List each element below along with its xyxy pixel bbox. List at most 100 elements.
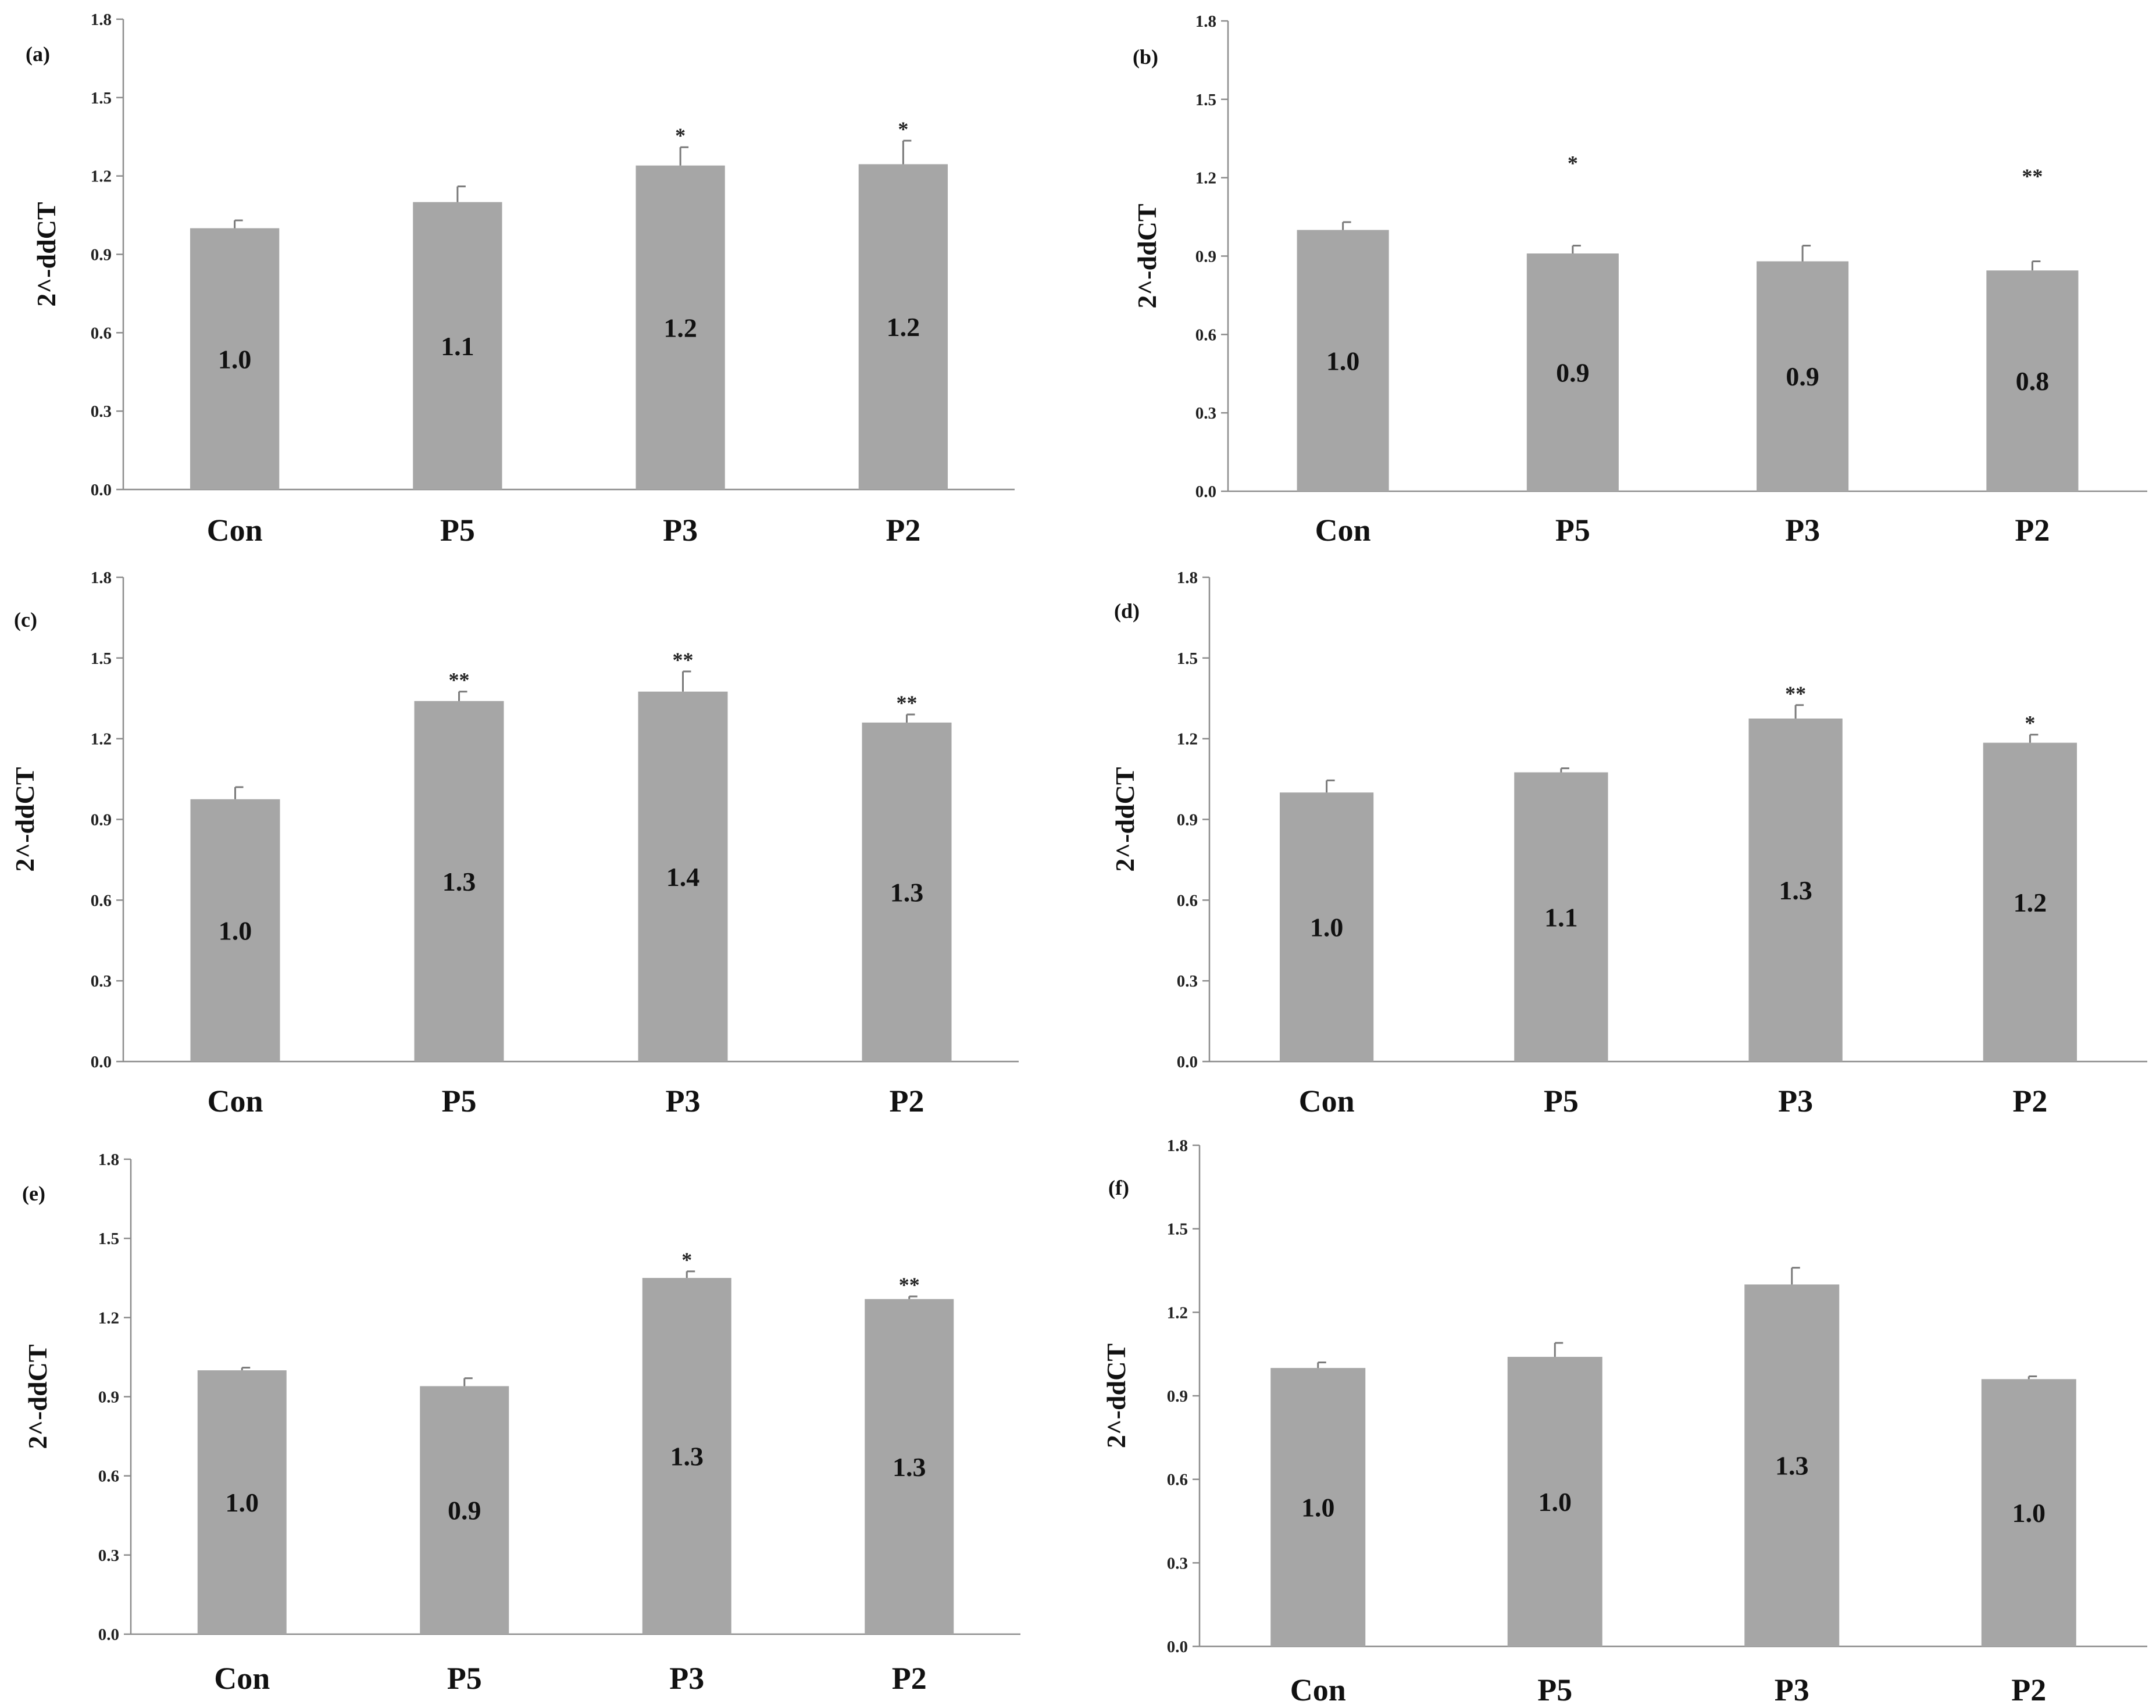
y-tick-label: 1.5 [1177, 649, 1198, 668]
bar-p3 [638, 691, 728, 1062]
y-tick-label: 1.8 [98, 1150, 119, 1169]
x-category-label: P5 [440, 513, 475, 548]
y-axis-label: 2^-ddCT [23, 1344, 52, 1449]
x-category-label: P2 [2012, 1084, 2047, 1119]
y-tick-label: 1.5 [98, 1230, 119, 1248]
bar-value-label: 1.0 [219, 916, 252, 945]
bar-value-label: 1.1 [441, 331, 474, 361]
x-category-label: Con [214, 1661, 270, 1696]
significance-marker: * [898, 117, 908, 141]
x-category-label: P3 [663, 513, 698, 548]
chart-panel-d: (d) 2^-ddCT 0.0 0.3 0.6 0.9 1.2 1.5 1.8 1.0 Con 1.1… [1110, 569, 2147, 1119]
bar-value-label: 1.0 [1539, 1487, 1572, 1517]
y-tick-label: 0.6 [91, 324, 112, 342]
y-tick-label: 0.9 [1177, 811, 1198, 830]
y-tick-label: 1.5 [1167, 1220, 1188, 1239]
bar-value-label: 1.0 [2012, 1498, 2046, 1528]
bar-con [190, 799, 280, 1062]
bar-p3 [636, 165, 725, 489]
bar-p5 [420, 1386, 509, 1634]
y-axis-label: 2^-ddCT [31, 202, 61, 306]
bar-value-label: 0.8 [2016, 366, 2050, 396]
bar-value-label: 1.0 [226, 1488, 259, 1517]
y-tick-label: 0.0 [1177, 1053, 1198, 1071]
significance-marker: * [2025, 712, 2035, 735]
y-axis-label: 2^-ddCT [1110, 767, 1140, 871]
chart-panel-f: (f) 2^-ddCT 0.0 0.3 0.6 0.9 1.2 1.5 1.8 1.0 Con 1.0… [1101, 1137, 2147, 1707]
y-tick-label: 0.9 [91, 811, 112, 830]
bar-p3 [1748, 718, 1843, 1062]
significance-marker: * [681, 1248, 692, 1271]
bar-value-label: 0.9 [1786, 362, 1819, 391]
bar-value-label: 1.2 [887, 312, 920, 342]
y-tick-label: 0.9 [1195, 248, 1216, 266]
bar-value-label: 1.3 [890, 877, 924, 907]
bar-p3 [1744, 1284, 1840, 1646]
panel-label: (d) [1114, 599, 1140, 623]
y-tick-label: 1.8 [1167, 1137, 1188, 1155]
bar-value-label: 1.4 [666, 862, 700, 892]
y-tick-label: 0.0 [98, 1625, 119, 1644]
y-tick-label: 0.3 [1177, 972, 1198, 991]
y-tick-label: 0.0 [91, 1053, 112, 1071]
y-tick-label: 1.2 [1195, 169, 1216, 188]
y-tick-label: 1.2 [91, 730, 112, 749]
y-tick-label: 1.2 [91, 167, 112, 186]
bar-value-label: 1.2 [2014, 888, 2047, 917]
y-axis-label: 2^-ddCT [1132, 203, 1162, 308]
y-tick-label: 1.5 [1195, 91, 1216, 109]
y-tick-label: 1.8 [91, 569, 112, 587]
significance-marker: ** [449, 669, 470, 692]
bar-value-label: 1.3 [893, 1452, 926, 1482]
y-tick-label: 1.2 [98, 1309, 119, 1327]
x-category-label: Con [1299, 1084, 1355, 1119]
y-tick-label: 0.3 [91, 972, 112, 991]
y-tick-label: 1.5 [91, 89, 112, 108]
y-axis-label: 2^-ddCT [1101, 1343, 1131, 1448]
y-tick-label: 0.6 [1195, 326, 1216, 344]
bar-con [1270, 1368, 1366, 1646]
y-tick-label: 0.6 [91, 891, 112, 910]
x-category-label: P5 [442, 1084, 477, 1119]
x-category-label: P3 [666, 1084, 701, 1119]
y-tick-label: 0.9 [91, 246, 112, 265]
bar-p5 [413, 202, 502, 489]
panel-label: (a) [26, 42, 50, 66]
bar-value-label: 1.0 [1326, 346, 1360, 376]
bar-value-label: 1.0 [218, 344, 252, 374]
bar-value-label: 1.3 [1775, 1451, 1809, 1481]
x-category-label: P2 [2011, 1673, 2046, 1707]
significance-marker: * [1568, 152, 1578, 175]
bar-p2 [865, 1299, 954, 1634]
bar-p2 [862, 722, 952, 1062]
bar-p2 [1983, 742, 2078, 1062]
significance-marker: ** [673, 648, 694, 671]
significance-marker: ** [899, 1273, 920, 1296]
y-tick-label: 1.5 [91, 649, 112, 668]
x-category-label: P3 [1785, 513, 1820, 548]
y-tick-label: 1.8 [91, 10, 112, 29]
y-tick-label: 0.9 [1167, 1387, 1188, 1406]
chart-panel-a: (a) 2^-ddCT 0.0 0.3 0.6 0.9 1.2 1.5 1.8 1.0 Con 1.1… [26, 10, 1015, 548]
bar-p2 [1986, 270, 2079, 491]
bar-value-label: 1.3 [670, 1442, 704, 1471]
significance-marker: ** [897, 691, 918, 714]
significance-marker: * [675, 124, 686, 147]
y-tick-label: 0.6 [98, 1467, 119, 1486]
x-category-label: Con [1290, 1673, 1346, 1707]
x-category-label: P5 [1537, 1673, 1572, 1707]
y-axis-label: 2^-ddCT [10, 767, 40, 871]
y-tick-label: 0.0 [1167, 1638, 1188, 1656]
bar-value-label: 1.0 [1310, 913, 1344, 942]
panel-label: (c) [14, 608, 37, 631]
panel-label: (b) [1133, 45, 1158, 69]
panel-label: (f) [1108, 1176, 1129, 1199]
panel-label: (e) [22, 1182, 45, 1205]
bar-value-label: 1.3 [1779, 876, 1812, 905]
x-category-label: P2 [886, 513, 920, 548]
y-tick-label: 0.3 [98, 1546, 119, 1565]
x-category-label: Con [1315, 513, 1371, 548]
x-category-label: P2 [2015, 513, 2050, 548]
y-tick-label: 0.6 [1167, 1471, 1188, 1489]
